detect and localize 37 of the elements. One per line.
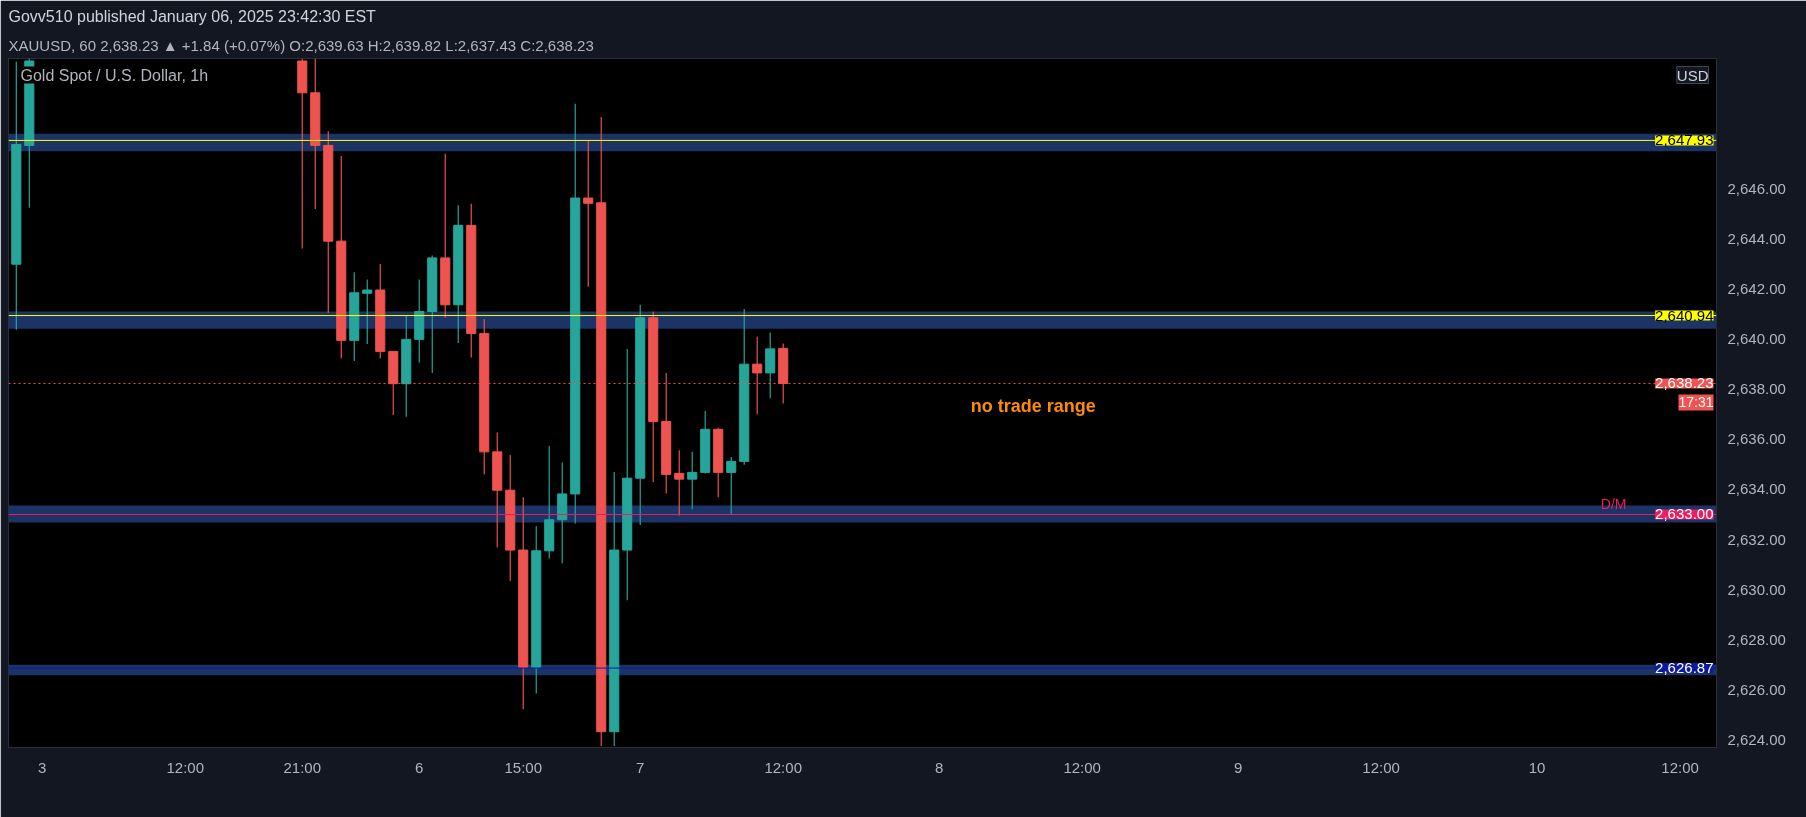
x-tick-label: 6 [415,758,424,776]
y-tick-label: 2,634.00 [1727,480,1786,498]
y-tick-label: 2,644.00 [1727,229,1786,247]
chart-title: Govv510 published January 06, 2025 23:42:30 EST [8,7,377,25]
ref-line-label: 2,633.00 [1655,505,1714,523]
x-tick-label: 12:00 [166,758,205,776]
ref-line-label: 2,638.23 [1655,374,1714,392]
annotation: USD [1676,66,1709,84]
x-tick-label: 8 [935,758,944,776]
x-tick-label: 12:00 [1661,758,1699,776]
y-tick-label: 2,632.00 [1727,530,1786,548]
x-tick-label: 7 [636,758,645,776]
annotation: D/M [1600,496,1627,513]
x-tick-label: 10 [1528,758,1546,776]
y-tick-label: 2,642.00 [1727,280,1786,297]
y-tick-label: 2,628.00 [1727,630,1786,648]
ref-line-label: 2,647.93 [1655,131,1714,149]
x-tick-label: 3 [38,758,47,776]
y-tick-label: 2,630.00 [1727,580,1786,598]
y-tick-label: 2,646.00 [1727,179,1786,197]
chart-subtitle: XAUUSD, 60 2,638.23 ▲ +1.84 (+0.07%) O:2,639.63 H:2,639.82 L:2,637.43 C:2,638.23 [8,36,594,54]
ref-line-label: 2,626.87 [1655,659,1714,677]
x-tick-label: 12:00 [1063,758,1101,776]
y-tick-label: 2,640.00 [1727,330,1786,348]
y-tick-label: 2,624.00 [1727,730,1786,748]
x-tick-label: 15:00 [504,758,543,776]
x-tick-label: 12:00 [764,758,802,776]
x-tick-label: 9 [1233,758,1243,776]
y-tick-label: 2,638.00 [1727,380,1786,398]
ref-line-label: 2,640.94 [1655,306,1714,324]
annotation: 17:31 [1678,394,1714,411]
x-tick-label: 21:00 [283,758,322,776]
x-tick-label: 12:00 [1362,758,1400,776]
y-tick-label: 2,636.00 [1727,430,1786,448]
y-tick-label: 2,626.00 [1727,680,1786,698]
annotation: no trade range [970,396,1096,417]
annotation: Gold Spot / U.S. Dollar, 1h [20,66,209,84]
